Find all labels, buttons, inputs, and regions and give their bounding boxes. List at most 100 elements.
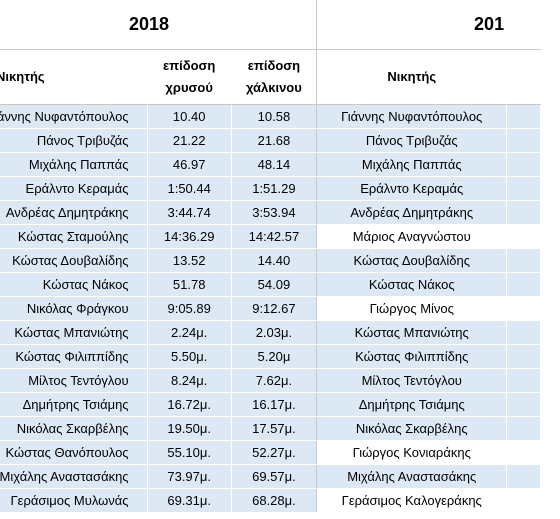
bronze-cell: 3:53.94 bbox=[230, 200, 318, 225]
header-bronze-line1: επίδοση bbox=[247, 58, 301, 73]
winner-right-cell: Μάριος Αναγνώστου bbox=[316, 224, 508, 249]
bronze-cell: 17.57μ. bbox=[230, 416, 318, 441]
gold-cell: 8.24μ. bbox=[146, 368, 232, 393]
table-row: Κώστας Σταμούλης 14:36.29 14:42.57 Μάριος Α… bbox=[0, 224, 541, 249]
header-bronze: επίδοση χάλκινου bbox=[230, 49, 318, 105]
winner-right-cell: Γιώργος Μίνος bbox=[316, 296, 508, 321]
table-row: Κώστας Νάκος 51.78 54.09 Κώστας Νάκος bbox=[0, 272, 541, 297]
winner-left-cell: Κώστας Σταμούλης bbox=[0, 224, 148, 249]
winner-left-cell: Κώστας Μπανιώτης bbox=[0, 320, 148, 345]
header-extra bbox=[506, 49, 541, 105]
winner-right-cell: Εράλντο Κεραμάς bbox=[316, 176, 508, 201]
table-row: Μίλτος Τεντόγλου 8.24μ. 7.62μ. Μίλτος Τεντό… bbox=[0, 368, 541, 393]
extra-cell bbox=[506, 368, 541, 393]
extra-cell bbox=[506, 104, 541, 129]
table-row: Μιχάλης Αναστασάκης 73.97μ. 69.57μ. Μιχάλης… bbox=[0, 464, 541, 489]
table-row: Κώστας Φιλιππίδης 5.50μ. 5.20μ Κώστας Φιλιπ… bbox=[0, 344, 541, 369]
bronze-cell: 2.03μ. bbox=[230, 320, 318, 345]
gold-cell: 46.97 bbox=[146, 152, 232, 177]
bronze-cell: 16.17μ. bbox=[230, 392, 318, 417]
winner-left-cell: Νικόλας Φράγκου bbox=[0, 296, 148, 321]
bronze-cell: 1:51.29 bbox=[230, 176, 318, 201]
extra-cell bbox=[506, 152, 541, 177]
table-row: Νικόλας Σκαρβέλης 19.50μ. 17.57μ. Νικόλας Σ… bbox=[0, 416, 541, 441]
winner-right-cell: Μιχάλης Αναστασάκης bbox=[316, 464, 508, 489]
extra-cell bbox=[506, 464, 541, 489]
winner-right-cell: Νικόλας Σκαρβέλης bbox=[316, 416, 508, 441]
year-right: 201 bbox=[316, 0, 541, 50]
header-bronze-line2: χάλκινου bbox=[245, 80, 302, 95]
winner-left-cell: Δημήτρης Τσιάμης bbox=[0, 392, 148, 417]
table-row: Κώστας Μπανιώτης 2.24μ. 2.03μ. Κώστας Μπανι… bbox=[0, 320, 541, 345]
gold-cell: 55.10μ. bbox=[146, 440, 232, 465]
bronze-cell: 10.58 bbox=[230, 104, 318, 129]
winner-left-cell: Μιχάλης Αναστασάκης bbox=[0, 464, 148, 489]
gold-cell: 73.97μ. bbox=[146, 464, 232, 489]
extra-cell bbox=[506, 488, 541, 513]
header-gold: επίδοση χρυσού bbox=[146, 49, 232, 105]
gold-cell: 3:44.74 bbox=[146, 200, 232, 225]
winner-left-cell: Νικόλας Σκαρβέλης bbox=[0, 416, 148, 441]
extra-cell bbox=[506, 392, 541, 417]
extra-cell bbox=[506, 344, 541, 369]
table-row: Εράλντο Κεραμάς 1:50.44 1:51.29 Εράλντο Κερ… bbox=[0, 176, 541, 201]
winner-right-cell: Μιχάλης Παππάς bbox=[316, 152, 508, 177]
winner-left-cell: Κώστας Νάκος bbox=[0, 272, 148, 297]
winner-left-cell: Γιάννης Νυφαντόπουλος bbox=[0, 104, 148, 129]
winner-right-cell: Γεράσιμος Καλογεράκης bbox=[316, 488, 508, 513]
winner-left-cell: Μιχάλης Παππάς bbox=[0, 152, 148, 177]
bronze-cell: 54.09 bbox=[230, 272, 318, 297]
winner-left-cell: Κώστας Φιλιππίδης bbox=[0, 344, 148, 369]
extra-cell bbox=[506, 176, 541, 201]
winner-left-cell: Κώστας Δουβαλίδης bbox=[0, 248, 148, 273]
winner-right-cell: Πάνος Τριβυζάς bbox=[316, 128, 508, 153]
gold-cell: 19.50μ. bbox=[146, 416, 232, 441]
bronze-cell: 68.28μ. bbox=[230, 488, 318, 513]
winner-left-cell: Γεράσιμος Μυλωνάς bbox=[0, 488, 148, 513]
bronze-cell: 14.40 bbox=[230, 248, 318, 273]
results-table: 2018 201 Νικητής επίδοση χρυσού επίδοση … bbox=[0, 0, 541, 513]
table-row: Ανδρέας Δημητράκης 3:44.74 3:53.94 Ανδρέας … bbox=[0, 200, 541, 225]
winner-right-cell: Μίλτος Τεντόγλου bbox=[316, 368, 508, 393]
gold-cell: 51.78 bbox=[146, 272, 232, 297]
winner-right-cell: Ανδρέας Δημητράκης bbox=[316, 200, 508, 225]
header-gold-line1: επίδοση bbox=[162, 58, 216, 73]
winner-right-cell: Δημήτρης Τσιάμης bbox=[316, 392, 508, 417]
extra-cell bbox=[506, 272, 541, 297]
extra-cell bbox=[506, 248, 541, 273]
table-row: Νικόλας Φράγκου 9:05.89 9:12.67 Γιώργος Μίν… bbox=[0, 296, 541, 321]
extra-cell bbox=[506, 128, 541, 153]
year-2018: 2018 bbox=[0, 0, 318, 50]
bronze-cell: 52.27μ. bbox=[230, 440, 318, 465]
table-row: Γεράσιμος Μυλωνάς 69.31μ. 68.28μ. Γεράσιμος… bbox=[0, 488, 541, 513]
extra-cell bbox=[506, 440, 541, 465]
gold-cell: 10.40 bbox=[146, 104, 232, 129]
table-row: Γιάννης Νυφαντόπουλος 10.40 10.58 Γιάννης Ν… bbox=[0, 104, 541, 129]
gold-cell: 21.22 bbox=[146, 128, 232, 153]
gold-cell: 9:05.89 bbox=[146, 296, 232, 321]
table-row: Κώστας Θανόπουλος 55.10μ. 52.27μ. Γιώργος Κ… bbox=[0, 440, 541, 465]
bronze-cell: 7.62μ. bbox=[230, 368, 318, 393]
gold-cell: 5.50μ. bbox=[146, 344, 232, 369]
winner-right-cell: Κώστας Μπανιώτης bbox=[316, 320, 508, 345]
table-row: Δημήτρης Τσιάμης 16.72μ. 16.17μ. Δημήτρης Τ… bbox=[0, 392, 541, 417]
bronze-cell: 21.68 bbox=[230, 128, 318, 153]
winner-left-cell: Εράλντο Κεραμάς bbox=[0, 176, 148, 201]
table-row: Κώστας Δουβαλίδης 13.52 14.40 Κώστας Δουβαλ… bbox=[0, 248, 541, 273]
gold-cell: 14:36.29 bbox=[146, 224, 232, 249]
gold-cell: 1:50.44 bbox=[146, 176, 232, 201]
table-row: Πάνος Τριβυζάς 21.22 21.68 Πάνος Τριβυζάς bbox=[0, 128, 541, 153]
winner-right-cell: Κώστας Νάκος bbox=[316, 272, 508, 297]
year-header-row: 2018 201 bbox=[0, 0, 541, 50]
header-winner-left: Νικητής bbox=[0, 49, 148, 105]
header-winner-right: Νικητής bbox=[316, 49, 508, 105]
column-header-row: Νικητής επίδοση χρυσού επίδοση χάλκινου … bbox=[0, 49, 541, 105]
extra-cell bbox=[506, 200, 541, 225]
bronze-cell: 9:12.67 bbox=[230, 296, 318, 321]
winner-right-cell: Γιάννης Νυφαντόπουλος bbox=[316, 104, 508, 129]
extra-cell bbox=[506, 296, 541, 321]
winner-left-cell: Κώστας Θανόπουλος bbox=[0, 440, 148, 465]
gold-cell: 13.52 bbox=[146, 248, 232, 273]
extra-cell bbox=[506, 224, 541, 249]
bronze-cell: 69.57μ. bbox=[230, 464, 318, 489]
